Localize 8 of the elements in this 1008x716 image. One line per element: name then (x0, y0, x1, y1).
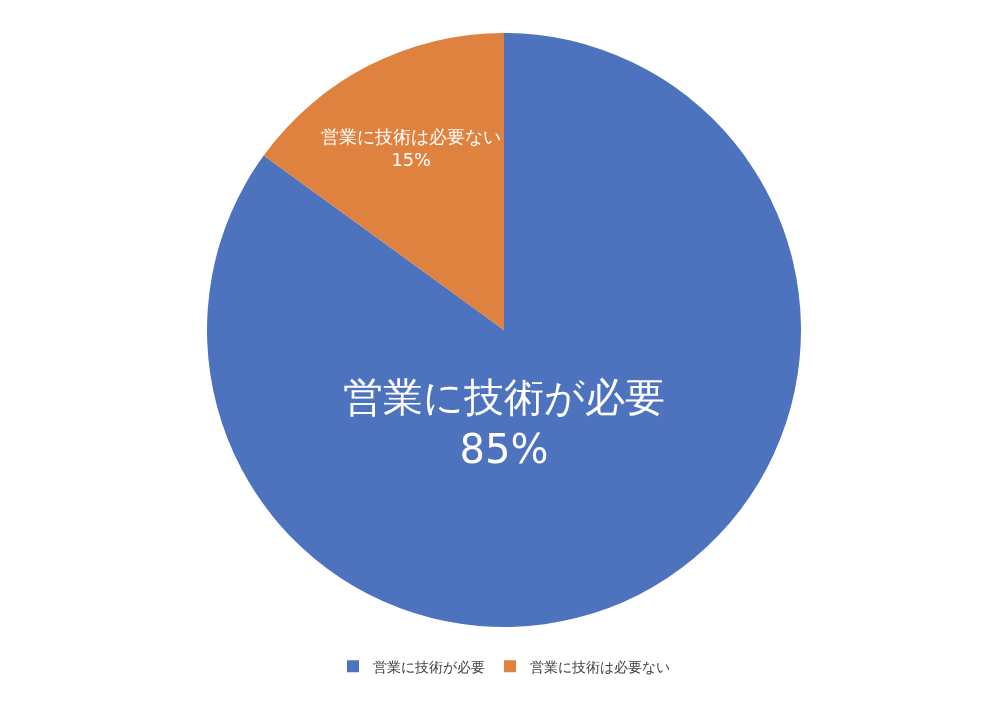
legend-label: 営業に技術は必要ない (530, 658, 670, 675)
legend-label: 営業に技術が必要 (373, 658, 485, 675)
data-label: 85% (459, 426, 549, 473)
slice-label: 営業に技術が必要 (343, 374, 665, 421)
data-label: 15% (391, 149, 431, 170)
slice-label: 営業に技術は必要ない (321, 126, 502, 147)
pie-slice (263, 33, 504, 330)
pie-slice (207, 33, 801, 627)
